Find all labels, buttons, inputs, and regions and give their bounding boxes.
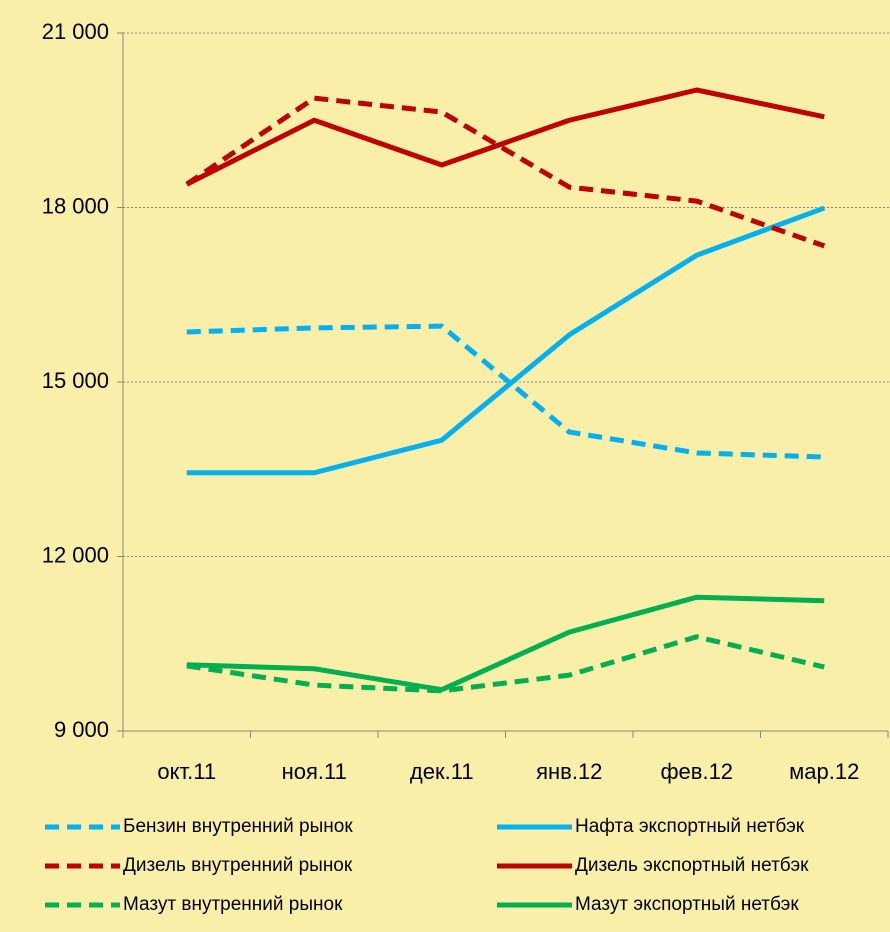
y-tick-label: 15 000 (42, 368, 109, 393)
series-line (186, 634, 825, 694)
series-line (186, 205, 826, 476)
series-line (185, 87, 825, 187)
legend-label: Дизель экспортный нетбэк (575, 855, 809, 876)
series-line (186, 594, 825, 693)
x-tick-label: окт.11 (157, 759, 216, 784)
series-line (185, 95, 826, 249)
x-tick-label: фев.12 (660, 759, 733, 784)
x-tick-label: ноя.11 (282, 759, 347, 784)
series-line (186, 323, 825, 460)
x-tick-label: дек.11 (410, 759, 474, 784)
y-tick-label: 21 000 (42, 19, 109, 44)
y-tick-label: 18 000 (42, 193, 109, 218)
legend-label: Нафта экспортный нетбэк (575, 816, 805, 837)
legend-label: Бензин внутренний рынок (123, 816, 353, 837)
x-tick-label: мар.12 (789, 759, 859, 784)
y-tick-label: 9 000 (54, 717, 109, 742)
legend-label: Дизель внутренний рынок (123, 855, 353, 876)
legend-label: Мазут экспортный нетбэк (575, 894, 799, 915)
legend-label: Мазут внутренний рынок (123, 894, 343, 915)
x-tick-label: янв.12 (536, 759, 602, 784)
y-tick-label: 12 000 (42, 542, 109, 567)
